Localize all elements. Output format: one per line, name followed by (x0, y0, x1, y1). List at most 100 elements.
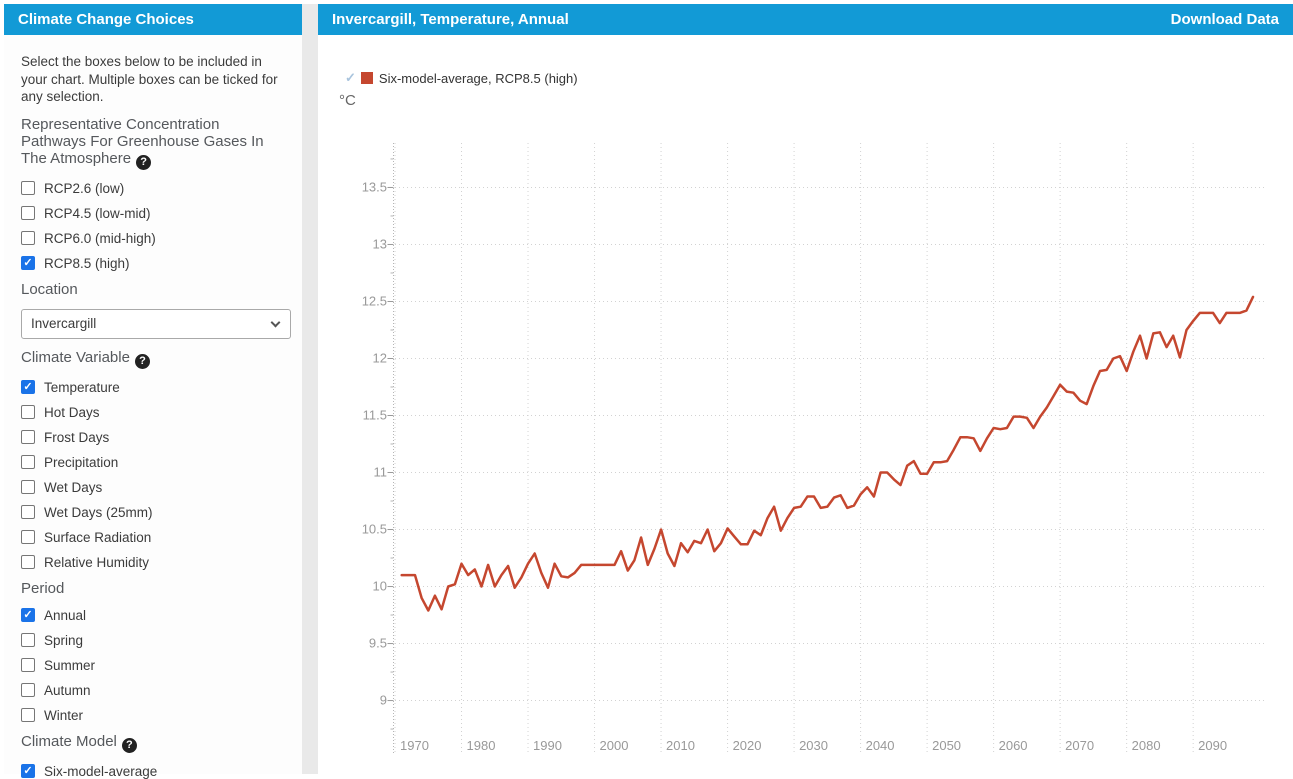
chart-panel: Invercargill, Temperature, Annual Downlo… (318, 4, 1293, 774)
svg-text:2090: 2090 (1198, 738, 1227, 753)
checkbox-label: Precipitation (44, 455, 118, 470)
checkbox-row-hot-days[interactable]: Hot Days (21, 405, 291, 420)
chart-tick-labels: 1970 1980 1990 2000 2010 2020 2030 2040 2050 2060… (362, 179, 1227, 753)
checked-checkbox[interactable]: ✓ (21, 256, 35, 270)
rcp-heading: Representative Concentration Pathways Fo… (21, 116, 266, 170)
location-heading: Location (21, 281, 266, 298)
checkbox-row-six-model-average[interactable]: ✓ Six-model-average (21, 764, 291, 779)
chart-header: Invercargill, Temperature, Annual Downlo… (318, 4, 1293, 35)
svg-text:2040: 2040 (866, 738, 895, 753)
model-heading-text: Climate Model (21, 733, 117, 750)
svg-text:2020: 2020 (733, 738, 762, 753)
svg-text:10.5: 10.5 (362, 522, 387, 537)
download-data-link[interactable]: Download Data (1171, 4, 1279, 35)
unchecked-checkbox[interactable] (21, 430, 35, 444)
chart-title: Invercargill, Temperature, Annual (332, 4, 569, 35)
checkbox-label: Hot Days (44, 405, 100, 420)
chart-series (402, 297, 1253, 611)
variable-heading-text: Climate Variable (21, 349, 130, 366)
svg-text:2030: 2030 (799, 738, 828, 753)
checkbox-label: Summer (44, 658, 95, 673)
checkbox-label: Six-model-average (44, 764, 157, 779)
series-line[interactable] (402, 297, 1253, 611)
checkbox-row-surface-radiation[interactable]: Surface Radiation (21, 530, 291, 545)
legend-label: Six-model-average, RCP8.5 (high) (379, 71, 578, 86)
legend-swatch (361, 72, 373, 84)
checkbox-label: RCP6.0 (mid-high) (44, 231, 156, 246)
variable-heading: Climate Variable? (21, 349, 266, 369)
help-icon[interactable]: ? (136, 155, 151, 170)
unchecked-checkbox[interactable] (21, 206, 35, 220)
location-select-wrap: Invercargill (21, 309, 291, 339)
checkbox-row-summer[interactable]: Summer (21, 658, 291, 673)
sidebar: Climate Change Choices Select the boxes … (4, 4, 302, 774)
svg-text:1990: 1990 (533, 738, 562, 753)
svg-text:2060: 2060 (999, 738, 1028, 753)
svg-text:1980: 1980 (467, 738, 496, 753)
help-icon[interactable]: ? (122, 738, 137, 753)
checkbox-row-winter[interactable]: Winter (21, 708, 291, 723)
unchecked-checkbox[interactable] (21, 530, 35, 544)
svg-text:2070: 2070 (1065, 738, 1094, 753)
sidebar-header: Climate Change Choices (4, 4, 302, 35)
model-heading: Climate Model? (21, 733, 266, 753)
checkbox-row-spring[interactable]: Spring (21, 633, 291, 648)
checkbox-label: RCP4.5 (low-mid) (44, 206, 151, 221)
checked-checkbox[interactable]: ✓ (21, 764, 35, 778)
help-icon[interactable]: ? (135, 354, 150, 369)
checkbox-label: Wet Days (44, 480, 102, 495)
checkbox-row-relative-humidity[interactable]: Relative Humidity (21, 555, 291, 570)
svg-text:11.5: 11.5 (363, 408, 387, 423)
checkbox-row-rcp2-6-low[interactable]: RCP2.6 (low) (21, 181, 291, 196)
svg-text:2010: 2010 (666, 738, 695, 753)
checkbox-label: RCP2.6 (low) (44, 181, 124, 196)
checkbox-label: Autumn (44, 683, 91, 698)
unchecked-checkbox[interactable] (21, 505, 35, 519)
checkbox-label: Annual (44, 608, 86, 623)
unchecked-checkbox[interactable] (21, 658, 35, 672)
checkbox-row-frost-days[interactable]: Frost Days (21, 430, 291, 445)
checkbox-row-autumn[interactable]: Autumn (21, 683, 291, 698)
checkbox-label: Frost Days (44, 430, 109, 445)
unchecked-checkbox[interactable] (21, 708, 35, 722)
sidebar-body: Select the boxes below to be included in… (4, 35, 302, 779)
unchecked-checkbox[interactable] (21, 633, 35, 647)
checkbox-row-precipitation[interactable]: Precipitation (21, 455, 291, 470)
svg-text:12.5: 12.5 (362, 293, 387, 308)
svg-text:1970: 1970 (400, 738, 429, 753)
unchecked-checkbox[interactable] (21, 405, 35, 419)
unchecked-checkbox[interactable] (21, 555, 35, 569)
model-options: ✓ Six-model-average (21, 764, 291, 779)
period-options: ✓ Annual Spring Summer Autumn Winter (21, 608, 291, 723)
unchecked-checkbox[interactable] (21, 455, 35, 469)
checkbox-row-wet-days-25mm[interactable]: Wet Days (25mm) (21, 505, 291, 520)
period-heading: Period (21, 580, 266, 597)
checkbox-label: Wet Days (25mm) (44, 505, 153, 520)
variable-options: ✓ Temperature Hot Days Frost Days Precipitat… (21, 380, 291, 570)
checked-checkbox[interactable]: ✓ (21, 380, 35, 394)
unchecked-checkbox[interactable] (21, 480, 35, 494)
rcp-options: RCP2.6 (low) RCP4.5 (low-mid) RCP6.0 (mid-… (21, 181, 291, 271)
unchecked-checkbox[interactable] (21, 181, 35, 195)
checkbox-row-annual[interactable]: ✓ Annual (21, 608, 291, 623)
checkbox-row-rcp4-5-low-mid[interactable]: RCP4.5 (low-mid) (21, 206, 291, 221)
location-select[interactable]: Invercargill (21, 309, 291, 339)
checkbox-label: Winter (44, 708, 83, 723)
unchecked-checkbox[interactable] (21, 231, 35, 245)
chart-grid (395, 143, 1265, 753)
svg-text:2080: 2080 (1132, 738, 1161, 753)
checkbox-row-rcp8-5-high[interactable]: ✓RCP8.5 (high) (21, 256, 291, 271)
checkbox-row-temperature[interactable]: ✓ Temperature (21, 380, 291, 395)
unchecked-checkbox[interactable] (21, 683, 35, 697)
checkbox-label: Temperature (44, 380, 120, 395)
legend-item[interactable]: ✓ Six-model-average, RCP8.5 (high) (345, 70, 578, 86)
sidebar-intro: Select the boxes below to be included in… (21, 53, 285, 106)
svg-text:2050: 2050 (932, 738, 961, 753)
checkbox-row-rcp6-0-mid-high[interactable]: RCP6.0 (mid-high) (21, 231, 291, 246)
checked-checkbox[interactable]: ✓ (21, 608, 35, 622)
svg-text:11: 11 (374, 465, 388, 480)
svg-text:13: 13 (373, 236, 387, 251)
app-root: Climate Change Choices Select the boxes … (4, 4, 1293, 774)
svg-text:2000: 2000 (600, 738, 629, 753)
checkbox-row-wet-days[interactable]: Wet Days (21, 480, 291, 495)
